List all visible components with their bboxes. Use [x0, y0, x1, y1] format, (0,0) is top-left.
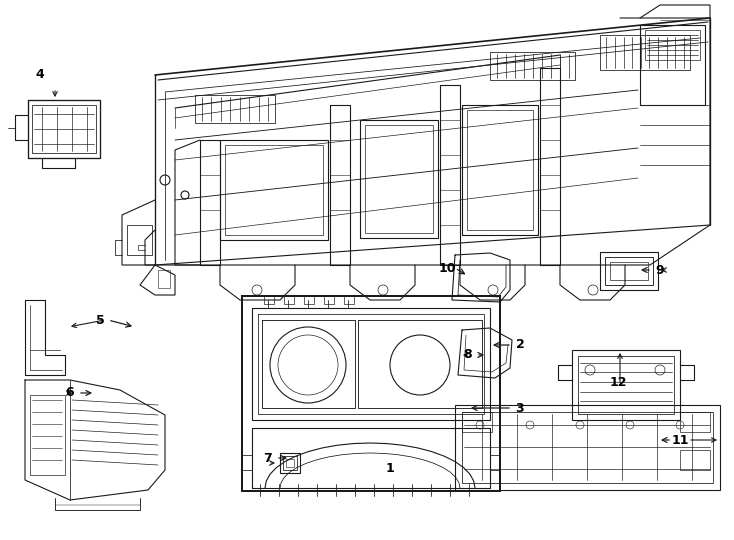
Text: 11: 11: [672, 434, 688, 447]
Text: 3: 3: [516, 402, 524, 415]
Bar: [680, 450, 710, 470]
Bar: [158, 270, 170, 288]
Bar: [462, 412, 492, 432]
Bar: [462, 412, 713, 483]
Bar: [360, 120, 438, 238]
Bar: [28, 100, 100, 158]
Bar: [220, 140, 328, 240]
Bar: [30, 395, 65, 475]
Bar: [600, 252, 658, 290]
Bar: [572, 350, 680, 420]
Text: 8: 8: [464, 348, 472, 361]
Bar: [610, 262, 648, 280]
Bar: [280, 453, 300, 473]
Text: 12: 12: [609, 375, 627, 388]
Bar: [225, 145, 323, 235]
Bar: [462, 105, 538, 235]
Text: 1: 1: [385, 462, 394, 475]
Bar: [578, 356, 674, 414]
Bar: [284, 296, 294, 304]
Bar: [455, 405, 720, 490]
Bar: [195, 95, 275, 123]
Text: 6: 6: [65, 387, 74, 400]
Text: 5: 5: [95, 314, 104, 327]
Bar: [490, 52, 575, 80]
Text: 4: 4: [36, 69, 44, 82]
Bar: [605, 257, 653, 285]
Bar: [324, 296, 334, 304]
Bar: [365, 125, 433, 233]
Bar: [304, 296, 314, 304]
Bar: [264, 296, 274, 304]
Text: 2: 2: [515, 339, 524, 352]
Bar: [283, 456, 297, 470]
Text: 7: 7: [264, 451, 272, 464]
Text: 10: 10: [438, 261, 456, 274]
Bar: [127, 225, 152, 255]
Bar: [645, 30, 700, 60]
Bar: [32, 105, 96, 153]
Bar: [680, 412, 710, 432]
Bar: [467, 110, 533, 230]
Bar: [242, 296, 500, 491]
Bar: [344, 296, 354, 304]
Bar: [640, 25, 705, 105]
Text: 9: 9: [655, 264, 664, 276]
Bar: [286, 459, 294, 467]
Bar: [600, 35, 690, 70]
